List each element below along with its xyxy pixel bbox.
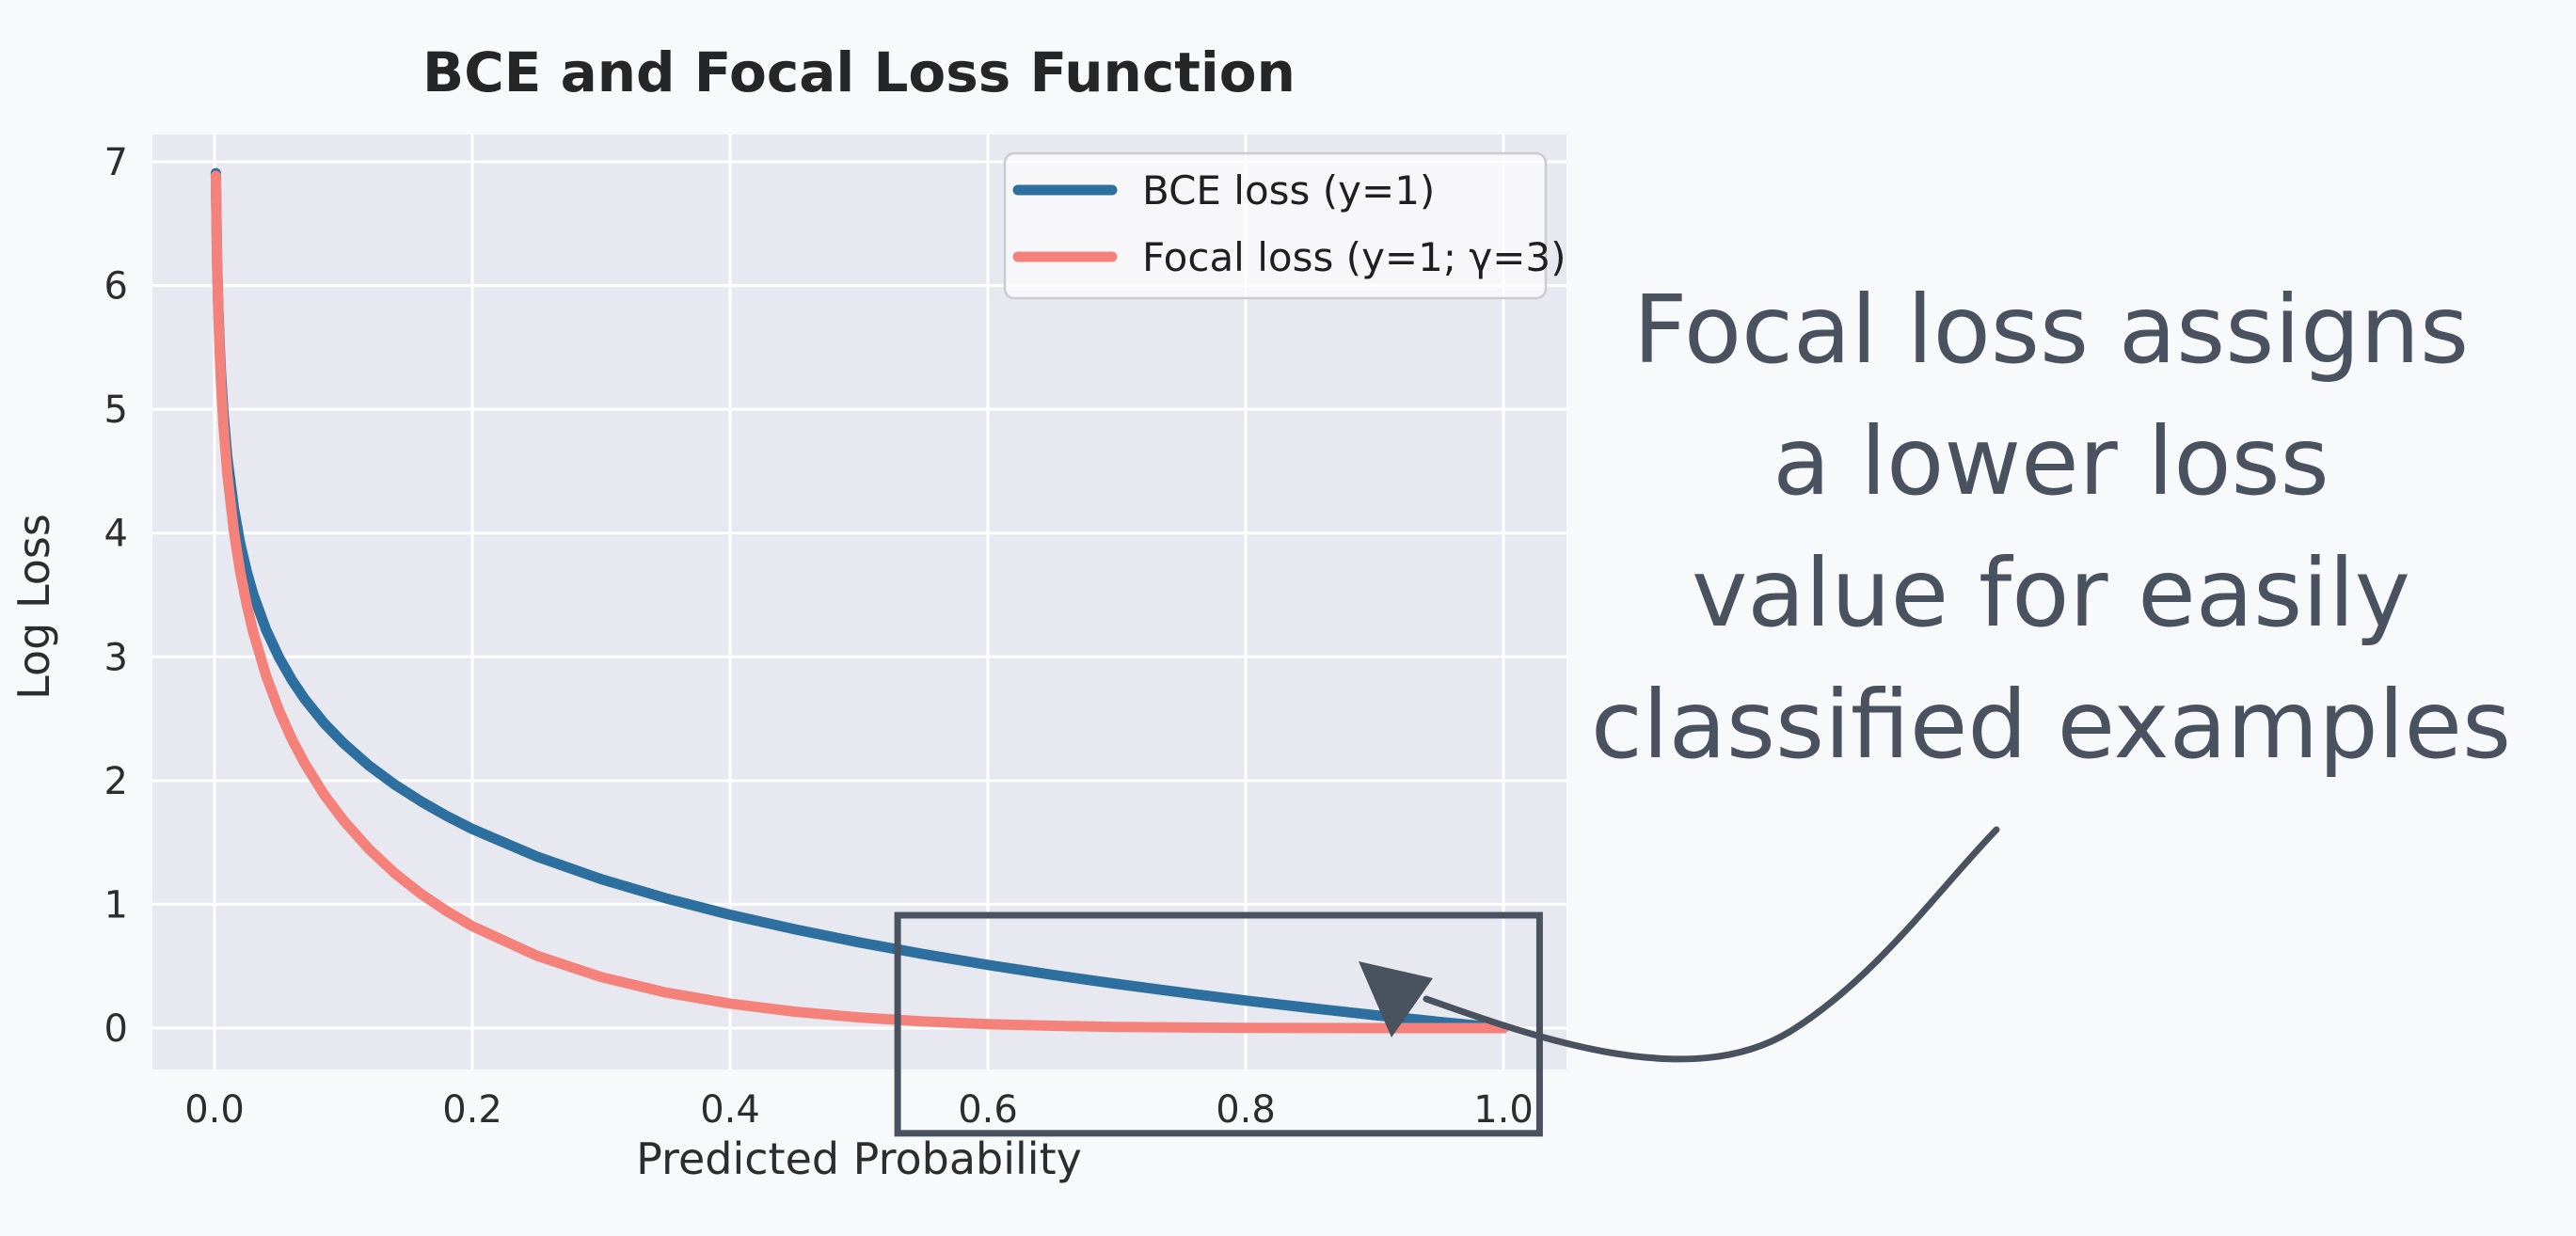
- x-tick-label: 0.8: [1216, 1088, 1276, 1132]
- y-tick-label: 5: [104, 388, 128, 432]
- chart-title: BCE and Focal Loss Function: [422, 40, 1296, 104]
- annotation-arrowhead: [1359, 961, 1433, 1038]
- x-tick-label: 0.6: [958, 1088, 1018, 1132]
- highlight-box: [894, 911, 1543, 1137]
- legend-focal-label: Focal loss (y=1; γ=3): [1142, 234, 1566, 280]
- y-tick-label: 0: [104, 1007, 128, 1051]
- x-tick-label: 0.2: [442, 1088, 502, 1132]
- y-tick-label: 7: [104, 141, 128, 184]
- annotation-line-1: Focal loss assigns: [1633, 275, 2469, 385]
- x-axis-label: Predicted Probability: [636, 1133, 1082, 1184]
- y-tick-label: 3: [104, 636, 128, 679]
- y-axis-label: Log Loss: [8, 514, 59, 700]
- y-tick-label: 4: [104, 513, 128, 556]
- annotation-line-3: value for easily: [1692, 538, 2410, 648]
- y-tick-labels: 0 1 2 3 4 5 6 7: [104, 141, 128, 1051]
- annotation-arrow: [1423, 826, 2000, 1063]
- x-tick-label: 1.0: [1473, 1088, 1534, 1132]
- annotation-line-4: classified examples: [1591, 670, 2511, 780]
- x-tick-label: 0.0: [184, 1088, 245, 1132]
- y-tick-label: 2: [104, 760, 128, 803]
- annotation-line-2: a lower loss: [1773, 406, 2329, 516]
- annotation-text: Focal loss assigns a lower loss value fo…: [1591, 275, 2511, 780]
- legend-box: [1003, 151, 1548, 300]
- x-tick-labels: 0.0 0.2 0.4 0.6 0.8 1.0: [184, 1088, 1534, 1132]
- legend: BCE loss (y=1) Focal loss (y=1; γ=3): [1003, 151, 1566, 300]
- y-tick-label: 6: [104, 265, 128, 309]
- x-tick-label: 0.4: [700, 1088, 760, 1132]
- legend-bce-label: BCE loss (y=1): [1142, 167, 1435, 214]
- y-tick-label: 1: [104, 883, 128, 927]
- focal-loss-curve: [210, 170, 1509, 1034]
